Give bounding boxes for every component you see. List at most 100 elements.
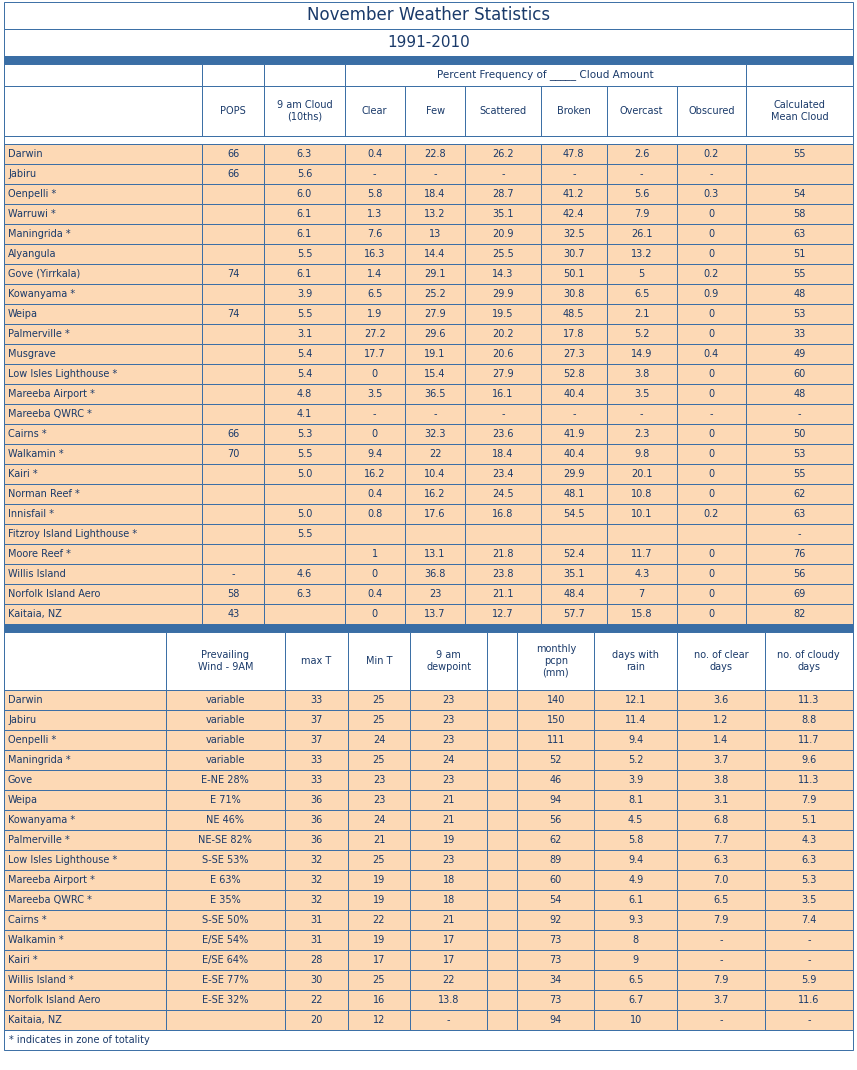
Bar [465, 204, 541, 224]
Bar [264, 603, 345, 624]
Bar [405, 584, 465, 603]
Bar [4, 324, 853, 343]
Text: 48: 48 [794, 289, 806, 299]
Bar [4, 284, 853, 304]
Bar [4, 830, 853, 850]
Text: Low Isles Lighthouse *: Low Isles Lighthouse * [8, 369, 117, 379]
Bar [285, 632, 348, 690]
Text: 70: 70 [227, 449, 239, 459]
Bar [4, 364, 202, 384]
Bar [541, 444, 607, 464]
Bar [411, 1010, 487, 1030]
Text: -: - [719, 935, 722, 945]
Text: 7.9: 7.9 [713, 915, 728, 924]
Bar [594, 632, 677, 690]
Bar [264, 304, 345, 324]
Bar [202, 224, 264, 244]
Text: 0: 0 [709, 309, 715, 319]
Text: 16.8: 16.8 [492, 509, 513, 519]
Bar [264, 444, 345, 464]
Text: S-SE 50%: S-SE 50% [202, 915, 249, 924]
Bar [607, 444, 676, 464]
Text: 0: 0 [372, 369, 378, 379]
Bar [4, 504, 853, 524]
Text: Prevailing
Wind - 9AM: Prevailing Wind - 9AM [198, 651, 253, 672]
Bar [4, 632, 853, 690]
Bar [487, 770, 518, 790]
Bar [677, 790, 764, 810]
Bar [677, 830, 764, 850]
Bar [465, 564, 541, 584]
Bar [285, 870, 348, 890]
Text: Darwin: Darwin [8, 149, 43, 159]
Text: monthly
pcpn
(mm): monthly pcpn (mm) [536, 644, 576, 677]
Text: Overcast: Overcast [620, 106, 663, 116]
Text: 9 am
dewpoint: 9 am dewpoint [426, 651, 471, 672]
Text: 6.1: 6.1 [297, 229, 312, 239]
Bar [345, 603, 405, 624]
Text: 23: 23 [442, 715, 455, 725]
Bar [264, 404, 345, 424]
Text: 25.5: 25.5 [492, 249, 514, 259]
Bar [518, 750, 594, 770]
Bar [264, 64, 345, 86]
Bar [4, 204, 853, 224]
Text: 0.4: 0.4 [367, 149, 382, 159]
Text: 0: 0 [709, 489, 715, 499]
Text: 21: 21 [442, 815, 455, 825]
Bar [676, 224, 746, 244]
Text: 11.4: 11.4 [625, 715, 646, 725]
Bar [764, 710, 853, 730]
Text: 19: 19 [373, 935, 385, 945]
Bar [541, 304, 607, 324]
Text: 17: 17 [442, 956, 455, 965]
Text: Palmerville *: Palmerville * [8, 835, 69, 845]
Bar [676, 86, 746, 136]
Text: 5.1: 5.1 [801, 815, 817, 825]
Text: 5.4: 5.4 [297, 369, 312, 379]
Text: 50: 50 [794, 429, 806, 439]
Bar [465, 404, 541, 424]
Bar [348, 950, 411, 970]
Bar [411, 632, 487, 690]
Bar [746, 284, 853, 304]
Bar [607, 404, 676, 424]
Bar [764, 1010, 853, 1030]
Bar [594, 930, 677, 950]
Bar [465, 424, 541, 444]
Bar [4, 484, 202, 504]
Bar [746, 204, 853, 224]
Bar [518, 930, 594, 950]
Text: 1.3: 1.3 [367, 209, 382, 219]
Bar [676, 164, 746, 184]
Bar [676, 504, 746, 524]
Text: Walkamin *: Walkamin * [8, 935, 63, 945]
Text: -: - [572, 409, 576, 419]
Bar [746, 564, 853, 584]
Text: 0: 0 [709, 569, 715, 579]
Bar [487, 890, 518, 910]
Bar [4, 750, 165, 770]
Text: 25: 25 [373, 715, 386, 725]
Text: 54.5: 54.5 [563, 509, 584, 519]
Text: -: - [798, 409, 801, 419]
Text: -: - [710, 169, 713, 179]
Bar [202, 343, 264, 364]
Text: 21.1: 21.1 [492, 588, 514, 599]
Bar [518, 790, 594, 810]
Text: 20.6: 20.6 [492, 349, 514, 360]
Bar [746, 86, 853, 136]
Bar [4, 624, 853, 632]
Text: 46: 46 [549, 775, 562, 785]
Text: 3.9: 3.9 [628, 775, 644, 785]
Bar [405, 444, 465, 464]
Bar [411, 770, 487, 790]
Text: Warruwi *: Warruwi * [8, 209, 56, 219]
Bar [4, 86, 853, 136]
Bar [746, 184, 853, 204]
Bar [348, 690, 411, 710]
Bar [764, 830, 853, 850]
Bar [4, 524, 853, 544]
Bar [518, 710, 594, 730]
Bar [677, 870, 764, 890]
